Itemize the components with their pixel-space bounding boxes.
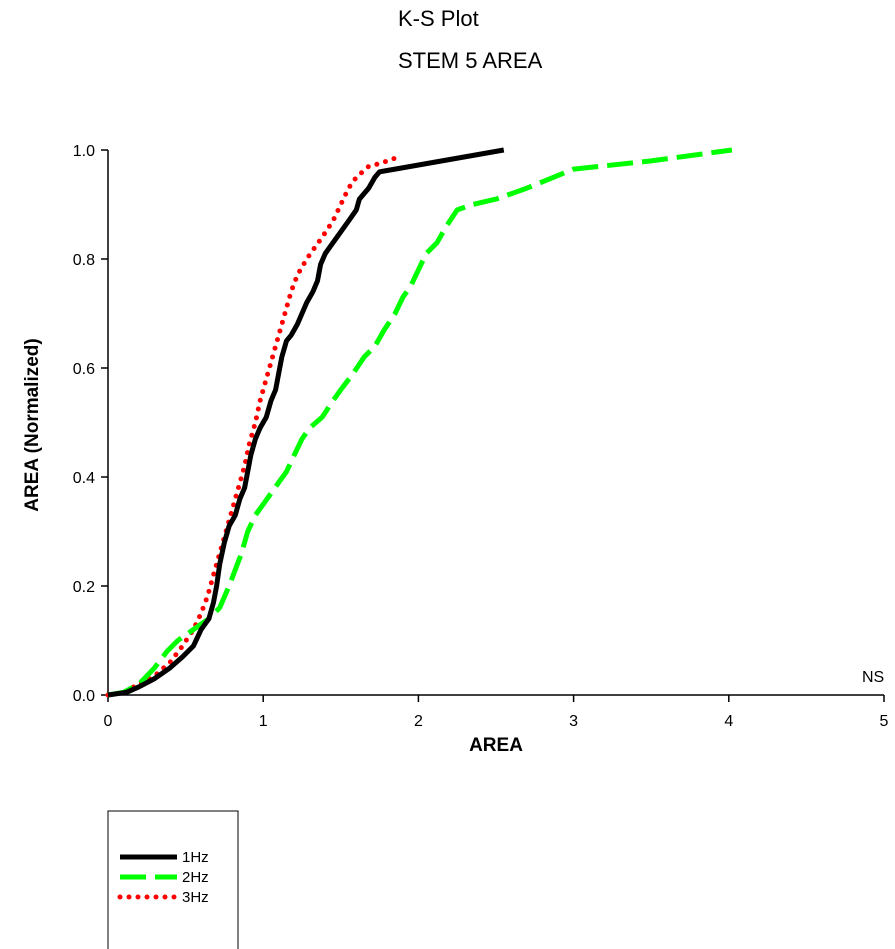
series-line-3hz — [105, 155, 398, 698]
y-tick-label: 0.2 — [73, 579, 95, 596]
chart-title: K-S Plot — [398, 6, 479, 31]
x-tick-label: 1 — [259, 713, 268, 730]
plot-area: 0.0 0.2 0.4 0.6 0.8 1.0 0 1 2 3 4 5 — [73, 143, 889, 730]
series-line-1hz — [107, 147, 505, 698]
x-tick-label: 3 — [569, 713, 578, 730]
x-tick-label: 4 — [724, 713, 733, 730]
y-axis-label: AREA (Normalized) — [22, 338, 43, 511]
series-line-2hz — [107, 147, 733, 698]
y-axis-ticks: 0.0 0.2 0.4 0.6 0.8 1.0 — [73, 143, 108, 705]
y-tick-label: 1.0 — [73, 143, 95, 160]
x-tick-label: 2 — [414, 713, 423, 730]
legend-label-3hz: 3Hz — [182, 889, 209, 906]
y-tick-label: 0.4 — [73, 470, 95, 487]
ns-annotation: NS — [862, 669, 884, 686]
y-tick-label: 0.6 — [73, 361, 95, 378]
chart-subtitle: STEM 5 AREA — [398, 48, 543, 73]
y-tick-label: 0.0 — [73, 688, 95, 705]
legend-box — [107, 810, 239, 949]
x-axis-label: AREA — [469, 735, 523, 756]
series-lines — [105, 147, 733, 698]
legend-label-1hz: 1Hz — [182, 849, 209, 866]
x-axis-ticks: 0 1 2 3 4 5 — [104, 695, 889, 730]
x-tick-label: 5 — [880, 713, 889, 730]
y-tick-label: 0.8 — [73, 252, 95, 269]
x-tick-label: 0 — [104, 713, 113, 730]
legend: 1Hz 2Hz 3Hz — [107, 810, 239, 949]
legend-label-2hz: 2Hz — [182, 869, 209, 886]
